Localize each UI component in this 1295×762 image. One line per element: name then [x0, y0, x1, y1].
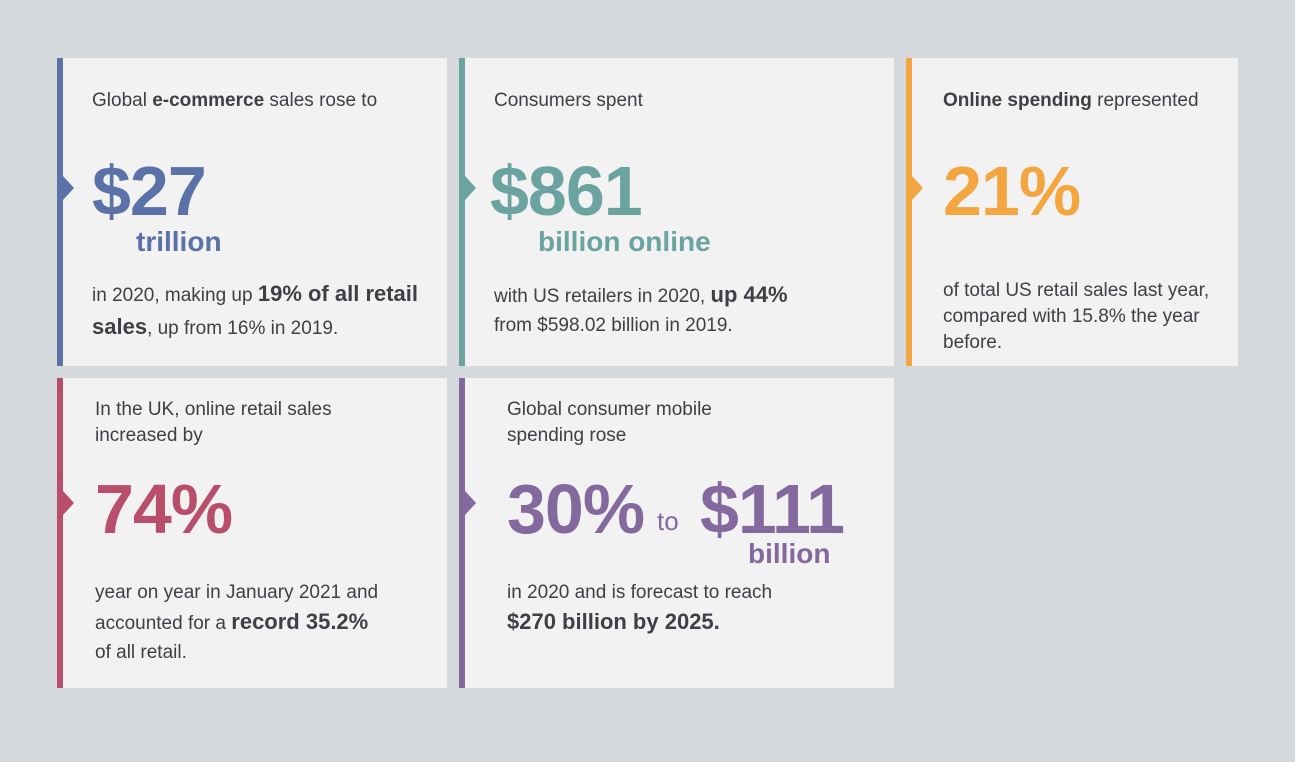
- stat-value: 74%: [95, 470, 233, 548]
- intro-bold: e-commerce: [152, 90, 265, 111]
- stat-value-secondary: $111: [700, 470, 845, 548]
- body-bold: $270 billion by 2025.: [507, 609, 720, 634]
- body-text: with US retailers in 2020,: [494, 286, 711, 307]
- stat-card-uk-sales: In the UK, online retail sales increased…: [57, 378, 447, 688]
- stat-unit: billion: [748, 538, 831, 569]
- card-accent-bar: [57, 58, 63, 366]
- card-body: in 2020 and is forecast to reach $270 bil…: [507, 578, 837, 638]
- card-accent-notch: [465, 491, 476, 515]
- card-intro: Consumers spent: [494, 90, 643, 111]
- card-accent-bar: [459, 378, 465, 688]
- card-intro: Global e-commerce sales rose to: [92, 88, 432, 114]
- card-body: with US retailers in 2020, up 44% from $5…: [494, 280, 824, 340]
- body-text: in 2020 and is forecast to reach: [507, 582, 773, 603]
- stat-card-consumers: Consumers spent $861 billion online with…: [459, 58, 894, 366]
- card-accent-notch: [912, 176, 923, 200]
- card-body: of total US retail sales last year, comp…: [943, 280, 1210, 353]
- body-bold: up 44%: [710, 282, 788, 307]
- card-accent-bar: [906, 58, 912, 366]
- body-text-end: from $598.02 billion in 2019.: [494, 315, 733, 336]
- card-intro: Online spending represented: [943, 88, 1233, 114]
- stat-value: 21%: [943, 152, 1081, 230]
- card-accent-notch: [63, 176, 74, 200]
- intro-text-end: sales rose to: [264, 90, 378, 111]
- body-text: in 2020, making up: [92, 285, 258, 306]
- body-text-end: , up from 16% in 2019.: [147, 318, 339, 339]
- stat-unit: billion online: [538, 226, 711, 257]
- body-text: year on year in January 2021 and account…: [95, 582, 379, 634]
- stat-value: $27: [92, 152, 207, 230]
- intro-bold: Online spending: [943, 90, 1092, 111]
- card-accent-bar: [57, 378, 63, 688]
- intro-text-end: represented: [1091, 90, 1199, 111]
- card-accent-notch: [465, 176, 476, 200]
- body-bold: record 35.2%: [231, 609, 369, 634]
- card-body: in 2020, making up 19% of all retail sal…: [92, 278, 422, 344]
- stat-value: $861: [490, 152, 643, 230]
- stat-unit: trillion: [136, 226, 222, 257]
- stat-card-online-spending: Online spending represented 21% of total…: [906, 58, 1238, 366]
- card-intro: In the UK, online retail sales increased…: [95, 399, 332, 446]
- card-intro: Global consumer mobile spending rose: [507, 399, 712, 446]
- card-accent-bar: [459, 58, 465, 366]
- stat-card-mobile-spending: Global consumer mobile spending rose 30%…: [459, 378, 894, 688]
- stat-card-ecommerce: Global e-commerce sales rose to $27 tril…: [57, 58, 447, 366]
- intro-text: Global: [92, 90, 153, 111]
- body-bold: 19% of all retail sales: [92, 281, 419, 339]
- stat-value: 30%: [507, 470, 645, 548]
- card-body: year on year in January 2021 and account…: [95, 578, 395, 667]
- stat-connector: to: [657, 506, 679, 536]
- body-text-end: of all retail.: [95, 642, 187, 663]
- card-accent-notch: [63, 491, 74, 515]
